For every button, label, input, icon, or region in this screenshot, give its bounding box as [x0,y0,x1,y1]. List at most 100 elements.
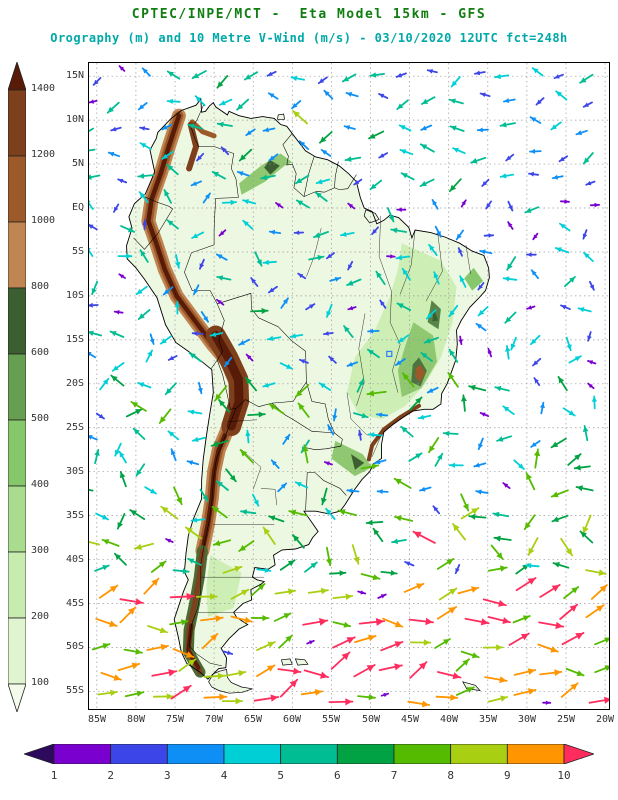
wind-arrow-head [189,353,196,359]
wind-arrow-head [217,275,224,281]
wind-tick-label: 3 [164,769,171,782]
wind-arrow-head [450,694,458,701]
lat-tick-label: 5S [71,246,84,257]
wind-arrow-head [594,202,600,208]
wind-arrow-head [480,618,489,626]
wind-arrow-shaft [89,148,96,152]
country-border [282,133,357,197]
wind-arrow-head [296,200,304,206]
wind-arrow-head [193,288,199,295]
wind-arrow-head [553,562,560,568]
orography-tick-label: 1000 [31,215,56,226]
wind-arrow-head [380,300,385,306]
wind-arrow-head [170,449,176,455]
wind-arrow-head [507,263,513,270]
wind-arrow-head [502,617,510,624]
wind-arrow-head [571,587,579,594]
wind-arrow-head [241,589,249,596]
wind-arrow-head [453,523,460,532]
orography-colorbar-segment [7,60,27,91]
wind-arrow-head [136,469,142,476]
lat-tick-label: 15S [65,334,84,345]
lat-tick-label: 15N [65,70,84,81]
wind-arrow-head [241,509,247,515]
wind-colorbar-segment [110,743,168,765]
wind-arrow-head [583,157,590,164]
wind-arrow-head [495,73,501,80]
wind-arrow-head [168,355,174,360]
wind-arrow-head [310,562,317,569]
wind-arrow-head [576,670,584,677]
wind-arrow-head [332,415,338,421]
state-border [465,244,471,274]
wind-arrow-head [253,499,259,506]
wind-arrow-head [167,164,174,171]
country-border [216,360,237,410]
orography-tick-label: 100 [31,677,50,688]
wind-arrow-head [182,685,191,693]
wind-arrow-head [480,92,486,98]
wind-arrow-head [216,299,222,305]
wind-arrow-head [212,171,219,178]
wind-arrow-head [448,607,457,614]
wind-arrow-head [576,485,583,492]
wind-arrow-head [388,215,394,222]
wind-arrow-head [558,376,565,384]
wind-arrow-head [217,672,225,680]
map-frame [88,62,610,710]
wind-arrow-shaft [89,488,94,492]
wind-arrow-head [559,156,565,162]
wind-arrow-head [449,310,455,317]
wind-colorbar-segment [450,743,508,765]
wind-arrow-head [195,96,202,102]
wind-arrow-head [370,72,377,78]
map-canvas [89,63,609,709]
wind-arrow-head [237,103,244,110]
wind-arrow-head [212,506,220,513]
wind-arrow-head [185,651,194,658]
wind-arrow-head [527,305,532,310]
wind-arrow-head [394,641,403,648]
coastline [294,658,309,666]
wind-arrow-head [321,497,327,505]
orography-tick-label: 200 [31,611,50,622]
wind-arrow-head [488,233,494,238]
wind-arrow-head [89,99,94,104]
wind-arrow-head [587,335,592,341]
lon-tick-label: 70W [204,714,224,725]
wind-arrow-head [263,382,269,388]
wind-arrow-head [437,453,443,460]
wind-arrow-head [569,604,578,612]
wind-arrow-head [286,364,293,369]
orography-colorbar-segment [7,683,27,714]
wind-arrow-head [570,683,578,691]
wind-arrow-head [328,425,333,431]
orography-colorbar-segment [7,617,27,685]
wind-arrow-head [289,509,297,516]
wind-arrow-head [348,264,353,270]
wind-arrow-head [210,593,217,600]
wind-arrow-head [474,462,480,468]
wind-arrow-head [550,646,558,653]
wind-arrow-head [368,634,376,642]
wind-tick-label: 5 [277,769,284,782]
wind-arrow-head [237,171,244,176]
wind-arrow-head [245,377,252,385]
wind-arrow-head [453,147,459,153]
wind-arrow-head [263,127,269,133]
wind-arrow-head [536,99,542,105]
wind-arrow-head [375,618,385,626]
wind-tick-label: 9 [504,769,511,782]
wind-arrow-head [318,78,325,84]
state-border [260,488,277,506]
wind-arrow-head [323,331,329,336]
wind-arrow-head [188,123,195,129]
wind-arrow-head [345,156,352,162]
wind-arrow-head [150,488,156,494]
wind-arrow-head [138,104,145,110]
wind-arrow-head [140,250,146,257]
wind-arrow-head [425,617,433,626]
island-fill [462,681,480,691]
wind-arrow-head [539,402,545,409]
wind-arrow-head [500,173,507,179]
